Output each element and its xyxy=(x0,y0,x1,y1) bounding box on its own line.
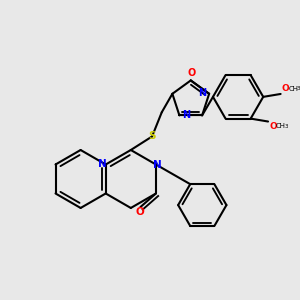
Text: N: N xyxy=(198,88,206,98)
Text: N: N xyxy=(152,160,161,170)
Text: O: O xyxy=(282,84,289,93)
Text: O: O xyxy=(188,68,196,77)
Text: S: S xyxy=(148,130,156,140)
Text: N: N xyxy=(182,110,190,120)
Text: CH: CH xyxy=(288,86,298,92)
Text: O: O xyxy=(135,207,144,217)
Text: CH: CH xyxy=(276,123,286,129)
Text: N: N xyxy=(98,158,107,169)
Text: O: O xyxy=(269,122,277,131)
Text: 3: 3 xyxy=(297,86,300,91)
Text: 3: 3 xyxy=(284,124,288,129)
